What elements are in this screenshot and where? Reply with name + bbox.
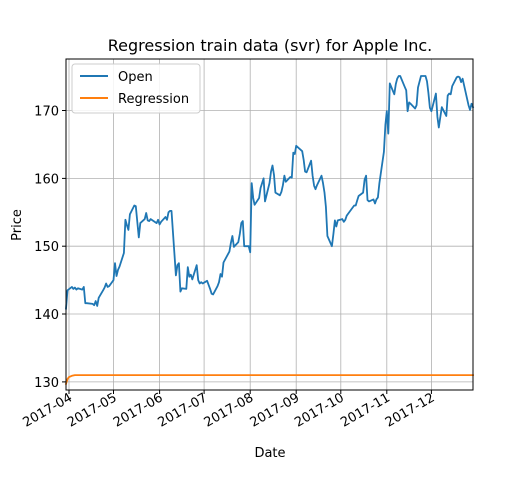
chart-title: Regression train data (svr) for Apple In…	[108, 36, 432, 55]
legend-label-regression: Regression	[118, 92, 189, 107]
x-axis-label: Date	[254, 446, 285, 461]
series-lines	[64, 75, 475, 386]
legend-label-open: Open	[118, 70, 153, 85]
y-tick-label: 170	[34, 105, 59, 120]
y-axis: 130 140 150 160 170	[34, 105, 66, 391]
y-tick-label: 140	[34, 308, 59, 323]
y-tick-label: 130	[34, 376, 59, 391]
y-tick-label: 160	[34, 172, 59, 187]
y-tick-label: 150	[34, 240, 59, 255]
series-line-regression	[64, 374, 474, 386]
series-line-open	[65, 75, 475, 310]
legend: Open Regression	[71, 63, 201, 114]
plot-frame	[65, 58, 474, 391]
y-axis-label: Price	[10, 209, 25, 241]
